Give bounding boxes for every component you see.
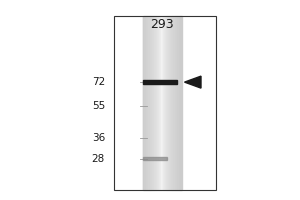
Bar: [179, 16, 180, 190]
Bar: [148, 16, 149, 190]
Bar: [173, 16, 174, 190]
Bar: [180, 16, 181, 190]
Bar: [177, 16, 178, 190]
Bar: [143, 157, 167, 160]
Bar: [175, 16, 176, 190]
Bar: [160, 16, 161, 190]
Bar: [149, 16, 150, 190]
Bar: [153, 16, 154, 190]
Bar: [181, 16, 182, 190]
Bar: [145, 16, 146, 190]
Bar: [114, 16, 216, 190]
Polygon shape: [184, 76, 201, 88]
Text: 72: 72: [92, 77, 105, 87]
Bar: [146, 16, 147, 190]
Bar: [154, 16, 155, 190]
Bar: [167, 16, 168, 190]
Bar: [168, 16, 169, 190]
Text: 36: 36: [92, 133, 105, 143]
Bar: [178, 16, 179, 190]
Text: 293: 293: [150, 18, 174, 31]
Bar: [161, 16, 162, 190]
Bar: [151, 16, 152, 190]
Bar: [155, 16, 156, 190]
Bar: [176, 16, 177, 190]
Bar: [159, 16, 160, 190]
Bar: [163, 16, 164, 190]
Bar: [152, 16, 153, 190]
Bar: [157, 16, 158, 190]
Bar: [164, 16, 165, 190]
Bar: [172, 16, 173, 190]
Bar: [174, 16, 175, 190]
Bar: [156, 16, 157, 190]
Bar: [144, 16, 145, 190]
Bar: [143, 16, 144, 190]
Bar: [147, 16, 148, 190]
Bar: [143, 80, 176, 84]
Bar: [165, 16, 166, 190]
Bar: [158, 16, 159, 190]
Bar: [150, 16, 151, 190]
Bar: [162, 16, 163, 190]
Bar: [169, 16, 170, 190]
Bar: [142, 16, 143, 190]
Text: 55: 55: [92, 101, 105, 111]
Text: 28: 28: [92, 154, 105, 164]
Bar: [170, 16, 171, 190]
Bar: [171, 16, 172, 190]
